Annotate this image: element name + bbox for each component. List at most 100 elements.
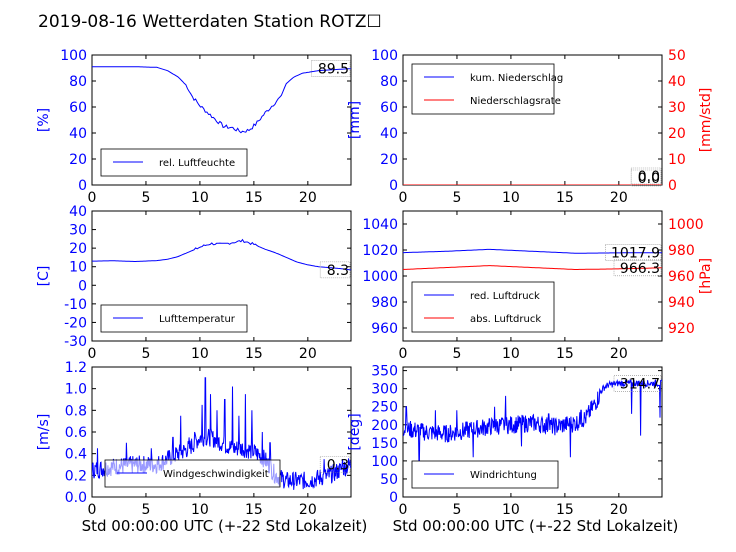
panel-pressure: 0 5 10 15 20 960 980 1000 1020 1040 920 940 960 980 10… bbox=[362, 210, 714, 362]
latest-value-right-box bbox=[630, 169, 662, 187]
y-tick-label: 200 bbox=[371, 418, 398, 434]
legend-label-1: red. Luftdruck bbox=[470, 291, 540, 302]
y-axis-label: [deg] bbox=[347, 413, 363, 450]
y-tick-label: 20 bbox=[69, 152, 87, 168]
legend-label-1: rel. Luftfeuchte bbox=[159, 158, 235, 169]
series-line-1 bbox=[403, 378, 662, 462]
x-tick-label: 15 bbox=[245, 190, 263, 206]
x-tick-label: 15 bbox=[245, 502, 263, 518]
y-tick-label: 100 bbox=[371, 454, 398, 470]
legend-label-2: Niederschlagsrate bbox=[470, 96, 561, 107]
latest-value: 314.7 bbox=[620, 376, 660, 392]
y-tick-label: 300 bbox=[371, 382, 398, 398]
latest-value-box bbox=[613, 375, 662, 392]
y-tick-label: 20 bbox=[380, 152, 398, 168]
y-tick-label: 150 bbox=[371, 436, 398, 452]
y-tick-label: 60 bbox=[69, 100, 87, 116]
y-tick-label: 1040 bbox=[362, 217, 398, 233]
y-tick-right-label: 980 bbox=[668, 243, 695, 259]
y-tick-right-label: 920 bbox=[668, 321, 695, 337]
legend-label-1: Lufttemperatur bbox=[159, 314, 236, 325]
x-tick-label: 0 bbox=[399, 346, 408, 362]
x-tick-label: 15 bbox=[245, 346, 263, 362]
y-tick-label: 1.0 bbox=[65, 382, 87, 398]
x-tick-label: 20 bbox=[610, 190, 628, 206]
x-tick-label: 0 bbox=[399, 502, 408, 518]
legend-box bbox=[411, 281, 555, 333]
y-tick-label: 80 bbox=[380, 74, 398, 90]
y-axis-label: [m/s] bbox=[36, 414, 52, 451]
plot-frame bbox=[402, 366, 663, 498]
x-tick-label: 10 bbox=[191, 502, 209, 518]
series-line-2 bbox=[403, 265, 662, 270]
y-axis-label: [mm] bbox=[347, 101, 363, 139]
y-tick-right-label: 10 bbox=[668, 152, 686, 168]
x-tick-label: 5 bbox=[141, 190, 150, 206]
latest-value: 8.3 bbox=[327, 263, 349, 279]
y-tick-label: 0 bbox=[389, 178, 398, 194]
y-axis-label: [C] bbox=[36, 266, 52, 287]
series-line-1 bbox=[92, 66, 351, 134]
y-tick-right-label: 940 bbox=[668, 295, 695, 311]
latest-value-box bbox=[319, 261, 351, 279]
legend: Windgeschwindigkeit bbox=[104, 459, 281, 488]
series-line-1 bbox=[403, 248, 662, 254]
y-tick-label: 40 bbox=[380, 126, 398, 142]
x-tick-label: 20 bbox=[299, 346, 317, 362]
y-tick-label: 0.2 bbox=[65, 468, 87, 484]
y-tick-label: 10 bbox=[69, 260, 87, 276]
y-tick-label: 980 bbox=[371, 295, 398, 311]
y-tick-right-label: 20 bbox=[668, 126, 686, 142]
legend-box bbox=[411, 63, 555, 115]
legend: red. Luftdruck abs. Luftdruck bbox=[411, 281, 555, 333]
latest-value-box bbox=[630, 167, 662, 185]
y-tick-label: -20 bbox=[64, 315, 87, 331]
y-tick-label: 0 bbox=[78, 278, 87, 294]
y-tick-label: 100 bbox=[371, 48, 398, 64]
y-axis-label-right: [mm/std] bbox=[698, 88, 714, 153]
x-tick-label: 5 bbox=[452, 190, 461, 206]
x-tick-label: 5 bbox=[141, 346, 150, 362]
y-tick-label: 350 bbox=[371, 364, 398, 380]
x-tick-label: 0 bbox=[399, 190, 408, 206]
legend: Lufttemperatur bbox=[100, 304, 248, 333]
panel-temperature: 0 5 10 15 20 -30 -20 -10 0 10 20 30 40 [C] Lufttempera… bbox=[36, 204, 352, 362]
x-tick-label: 20 bbox=[610, 502, 628, 518]
y-tick-label: 1.2 bbox=[65, 360, 87, 376]
y-tick-label: 40 bbox=[69, 204, 87, 220]
x-tick-label: 5 bbox=[141, 502, 150, 518]
y-tick-label: 50 bbox=[380, 472, 398, 488]
latest-value-right: 0.0 bbox=[638, 171, 660, 187]
latest-value: 0.0 bbox=[638, 169, 660, 185]
panel-humidity: 0 5 10 15 20 0 20 40 60 80 100 [%] rel. Luftfeuchte 8… bbox=[36, 48, 352, 206]
plot-frame bbox=[91, 54, 352, 186]
y-tick-right-label: 960 bbox=[668, 269, 695, 285]
series-line-1 bbox=[92, 238, 351, 271]
x-tick-label: 20 bbox=[610, 346, 628, 362]
latest-value-right-box bbox=[613, 259, 662, 277]
x-tick-label: 20 bbox=[299, 502, 317, 518]
latest-value: 0.3 bbox=[327, 458, 349, 474]
legend: kum. Niederschlag Niederschlagsrate bbox=[411, 63, 563, 115]
x-tick-label: 10 bbox=[191, 346, 209, 362]
y-tick-label: -10 bbox=[64, 297, 87, 313]
x-tick-label: 10 bbox=[191, 190, 209, 206]
latest-value-right: 966.3 bbox=[620, 261, 660, 277]
y-tick-label: 0.0 bbox=[65, 490, 87, 506]
y-tick-label: 0.6 bbox=[65, 425, 87, 441]
y-tick-label: 250 bbox=[371, 400, 398, 416]
x-tick-label: 5 bbox=[452, 346, 461, 362]
x-tick-label: 0 bbox=[88, 502, 97, 518]
y-tick-label: -30 bbox=[64, 334, 87, 350]
y-tick-label: 40 bbox=[69, 126, 87, 142]
x-tick-label: 15 bbox=[556, 190, 574, 206]
x-tick-label: 20 bbox=[299, 190, 317, 206]
x-tick-label: 15 bbox=[556, 502, 574, 518]
y-tick-label: 960 bbox=[371, 321, 398, 337]
x-axis-label: Std 00:00:00 UTC (+-22 Std Lokalzeit) bbox=[82, 517, 368, 535]
latest-value-box bbox=[319, 456, 351, 473]
y-tick-right-label: 50 bbox=[668, 48, 686, 64]
y-tick-right-label: 30 bbox=[668, 100, 686, 116]
